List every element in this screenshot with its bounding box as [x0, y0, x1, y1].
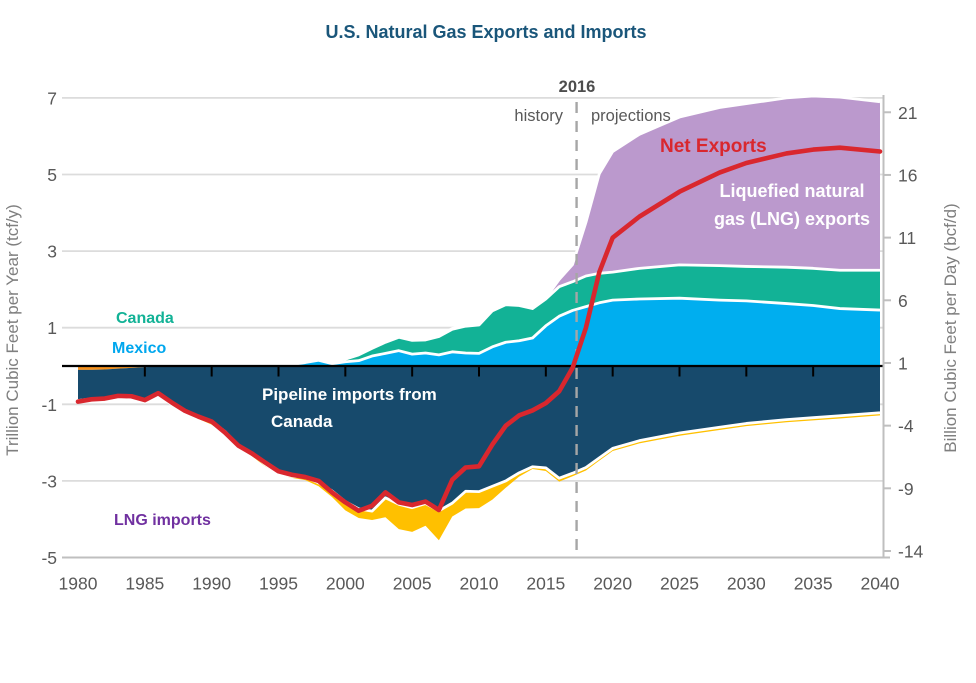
- canada-exports-label: Canada: [116, 310, 174, 327]
- history-label: history: [514, 107, 563, 125]
- x-axis-tick-label: 1980: [59, 574, 98, 594]
- left-axis-tick-label: 3: [47, 242, 57, 262]
- x-axis-tick-label: 2030: [727, 574, 766, 594]
- lng-exports-label-line1: Liquefied natural: [719, 181, 864, 201]
- area-pipeline-exports-to-mexico: [78, 298, 880, 366]
- lng-exports-label-line2: gas (LNG) exports: [714, 209, 870, 229]
- right-axis-tick-label: 16: [898, 165, 917, 185]
- projections-label: projections: [591, 107, 671, 125]
- net-exports-label: Net Exports: [660, 136, 767, 157]
- x-axis-tick-label: 2015: [526, 574, 565, 594]
- right-axis-tick-label: 21: [898, 103, 917, 123]
- x-axis-tick-label: 2035: [794, 574, 833, 594]
- pipeline-imports-label-line2: Canada: [271, 412, 333, 431]
- chart-title: U.S. Natural Gas Exports and Imports: [325, 22, 646, 42]
- area-liquefied-natural-gas-lng-exports: [78, 95, 880, 365]
- chart-labels-layer: U.S. Natural Gas Exports and Imports Tri…: [3, 22, 960, 529]
- mexico-exports-label: Mexico: [112, 340, 166, 357]
- area-white-edge: [78, 94, 881, 366]
- x-axis-tick-label: 1985: [125, 574, 164, 594]
- divider-year-label: 2016: [559, 78, 596, 96]
- x-axis-tick-label: 2005: [393, 574, 432, 594]
- pipeline-imports-label-line1: Pipeline imports from: [262, 385, 437, 404]
- left-axis-tick-label: 7: [47, 88, 57, 108]
- x-axis-tick-label: 2020: [593, 574, 632, 594]
- right-axis-title: Billion Cubic Feet per Day (bcf/d): [941, 203, 960, 452]
- net-exports-line: [75, 145, 883, 514]
- left-axis-tick-label: -5: [41, 548, 57, 568]
- right-axis-tick-label: -9: [898, 479, 914, 499]
- area-pipeline-imports-from-canada: [78, 366, 880, 512]
- x-axis-tick-label: 2010: [460, 574, 499, 594]
- x-axis-tick-label: 1990: [192, 574, 231, 594]
- left-axis-tick-label: -1: [41, 395, 57, 415]
- left-axis-title: Trillion Cubic Feet per Year (tcf/y): [3, 204, 22, 456]
- left-axis-tick-label: 5: [47, 165, 57, 185]
- right-axis-tick-label: 11: [898, 228, 916, 248]
- right-axis-tick-label: 1: [898, 353, 908, 373]
- x-axis-tick-label: 2025: [660, 574, 699, 594]
- right-axis-tick-label: -4: [898, 416, 914, 436]
- left-axis-tick-label: 1: [47, 318, 57, 338]
- x-axis-tick-label: 2000: [326, 574, 365, 594]
- area-pipeline-exports-to-canada: [78, 264, 880, 366]
- right-axis-tick-label: 6: [898, 291, 908, 311]
- chart-geometry-layer: 7 5 3 1 -1 -3 -5 21 16 11 6 1 -4 -9 -14 1980 1985 1990 199…: [41, 88, 923, 593]
- x-axis-tick-label: 2040: [861, 574, 900, 594]
- lng-imports-label: LNG imports: [114, 512, 211, 529]
- left-axis-tick-label: -3: [41, 471, 57, 491]
- x-axis-tick-label: 1995: [259, 574, 298, 594]
- right-axis-tick-label: -14: [898, 541, 924, 561]
